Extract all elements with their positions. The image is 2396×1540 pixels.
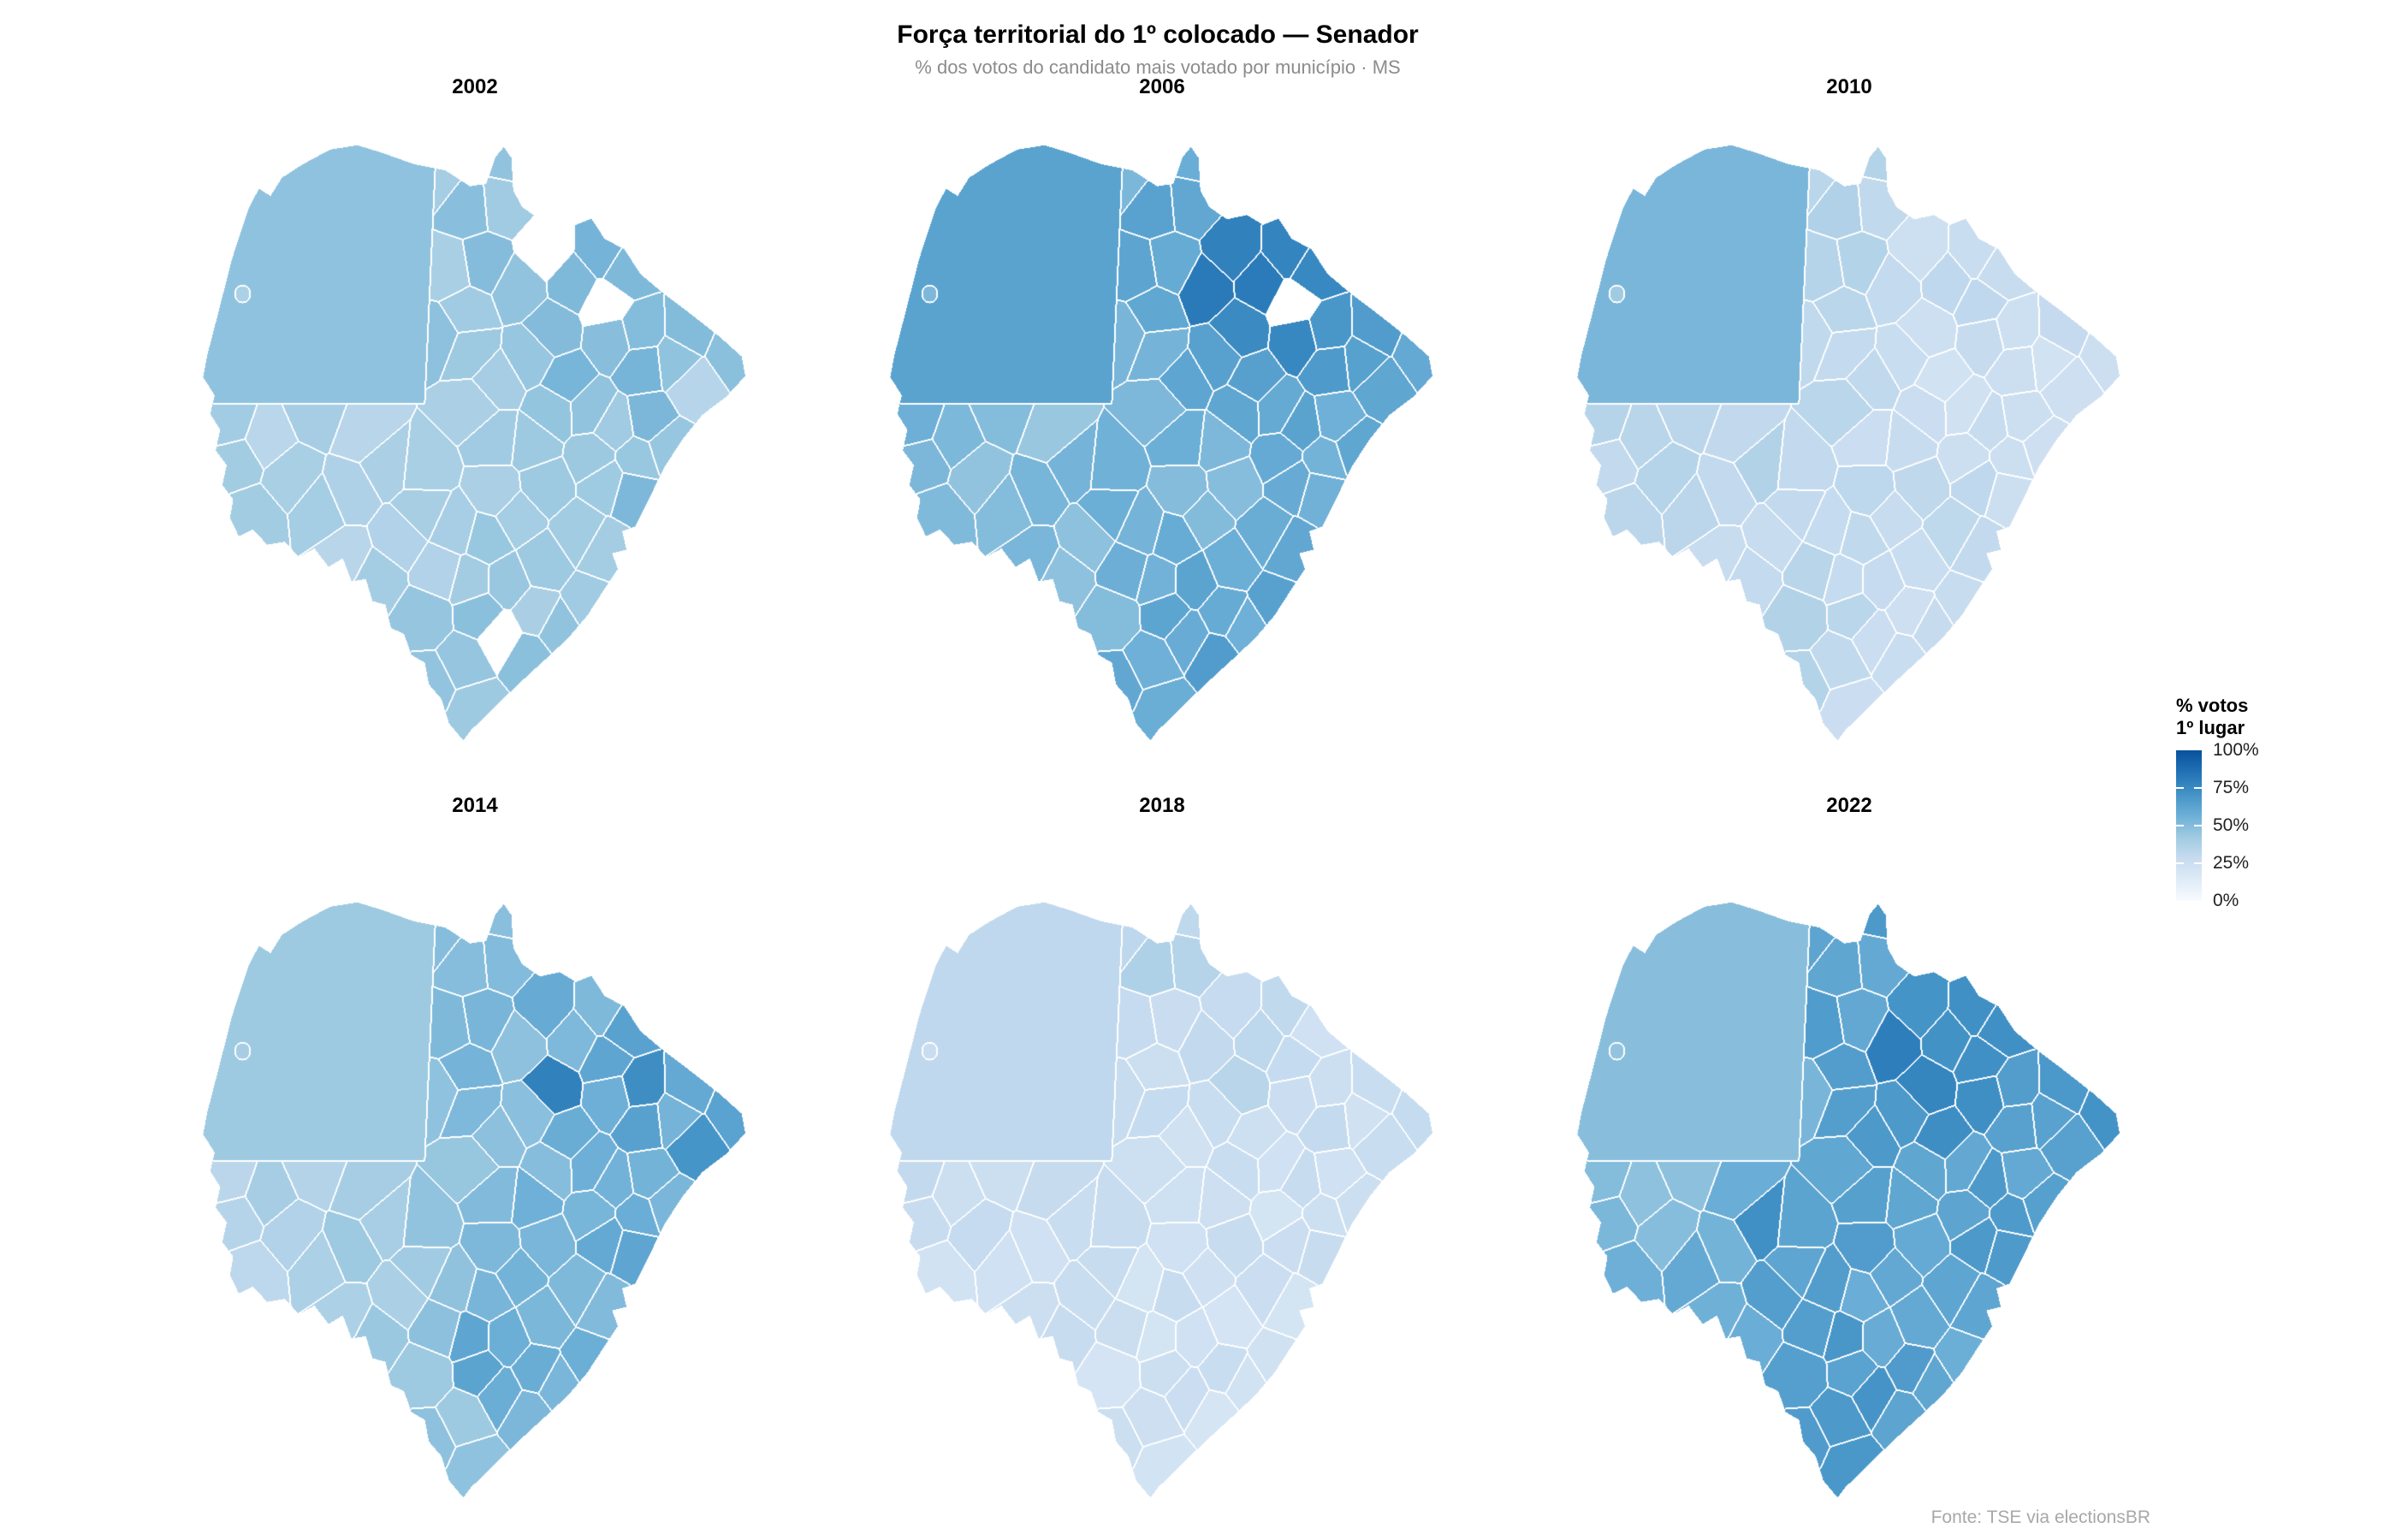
panel-2018: 2018 (824, 794, 1500, 1521)
choropleth-map-2006 (880, 120, 1444, 749)
choropleth-map-2018 (880, 877, 1444, 1506)
choropleth-map-2010 (1567, 120, 2132, 749)
panel-2010: 2010 (1511, 75, 2187, 803)
page-subtitle: % dos votos do candidato mais votado por… (915, 56, 1401, 78)
legend-gradient-bar (2176, 750, 2202, 901)
legend-tick-mark (2194, 862, 2202, 864)
legend: % votos 1º lugar 100% 75% 50% 25% 0% (2176, 695, 2390, 934)
legend-tick-mark (2176, 862, 2184, 864)
page-title: Força territorial do 1º colocado — Senad… (897, 21, 1419, 49)
choropleth-map-2014 (193, 877, 757, 1506)
year-label-2010: 2010 (1826, 75, 1872, 98)
panel-2022: 2022 (1511, 794, 2187, 1521)
year-label-2002: 2002 (452, 75, 498, 98)
panel-2006: 2006 (824, 75, 1500, 803)
legend-tick-label-50: 50% (2213, 815, 2250, 835)
legend-tick-mark (2194, 825, 2202, 826)
legend-tick-label-100: 100% (2213, 740, 2259, 760)
year-label-2006: 2006 (1139, 75, 1185, 98)
legend-tick-label-25: 25% (2213, 853, 2250, 873)
legend-tick-mark (2176, 825, 2184, 826)
legend-tick-mark (2194, 787, 2202, 789)
legend-tick-label-0: 0% (2213, 891, 2239, 910)
source-note: Fonte: TSE via electionsBR (1930, 1507, 2150, 1527)
choropleth-map-2022 (1567, 877, 2132, 1506)
legend-tick-mark (2176, 787, 2184, 789)
legend-tick-label-75: 75% (2213, 778, 2250, 797)
choropleth-map-2002 (193, 120, 757, 749)
year-label-2022: 2022 (1826, 794, 1872, 817)
year-label-2018: 2018 (1139, 794, 1185, 817)
legend-title: % votos 1º lugar (2176, 695, 2390, 739)
panel-2002: 2002 (137, 75, 813, 803)
legend-title-line-1: % votos (2176, 695, 2249, 716)
year-label-2014: 2014 (452, 794, 498, 817)
panel-2014: 2014 (137, 794, 813, 1521)
legend-title-line-2: 1º lugar (2176, 717, 2245, 738)
